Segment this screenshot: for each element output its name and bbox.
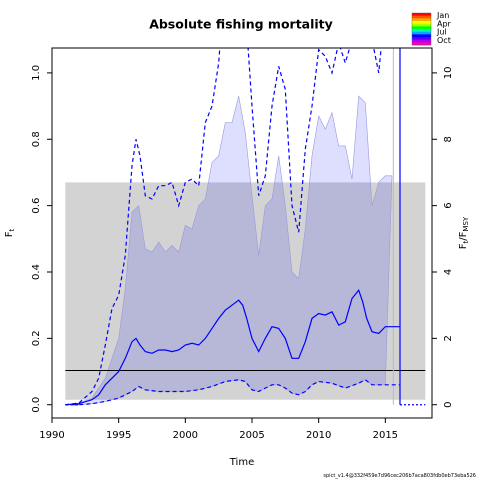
y-axis: 0.0 0.2 0.4 0.6 0.8 1.0 xyxy=(31,65,52,413)
y2-tick-label: 6 xyxy=(443,202,454,208)
y2-axis-label-main: F xyxy=(458,243,469,249)
y2-axis-label-sub2: MSY xyxy=(462,216,470,231)
median-line xyxy=(65,288,400,406)
legend-color-swatch xyxy=(412,23,431,27)
y-tick-label: 0.8 xyxy=(31,131,42,147)
legend-month-label: Oct xyxy=(437,36,451,45)
legend-color-swatch xyxy=(412,15,431,19)
plot-area xyxy=(65,48,426,406)
y2-tick-label: 8 xyxy=(443,136,454,142)
svg-text:Ft: Ft xyxy=(4,228,16,237)
y2-tick-label: 0 xyxy=(443,402,454,408)
y-tick-label: 0.4 xyxy=(31,264,42,280)
legend-color-swatch xyxy=(412,39,431,43)
lower-ci-line xyxy=(65,379,400,406)
fmsy-ci-band xyxy=(65,182,426,400)
y2-axis-label-sub: t xyxy=(462,240,470,243)
y-axis-label-sub: t xyxy=(8,228,16,231)
plot-frame xyxy=(51,47,433,419)
y-tick-label: 0.0 xyxy=(31,397,42,413)
x-tick-label: 2005 xyxy=(239,430,264,441)
legend-month-label: Jul xyxy=(436,28,447,37)
legend-color-swatch xyxy=(412,42,431,46)
legend-month-label: Jan xyxy=(436,11,449,20)
legend-color-swatch xyxy=(412,34,431,38)
x-axis-label: Time xyxy=(229,457,254,468)
version-footer: spict_v1.4@332f459e7d96cec206b7aca803fdb… xyxy=(323,473,476,479)
x-tick-label: 2000 xyxy=(173,430,198,441)
upper-ci-line xyxy=(65,48,382,406)
y2-tick-label: 10 xyxy=(443,67,454,80)
x-tick-label: 2015 xyxy=(373,430,398,441)
legend-color-swatch xyxy=(412,37,431,40)
legend-color-swatch xyxy=(412,31,431,35)
x-tick-label: 1990 xyxy=(39,430,64,441)
y-tick-label: 1.0 xyxy=(31,65,42,81)
y-tick-label: 0.6 xyxy=(31,198,42,214)
y-axis-label-main: F xyxy=(4,231,15,237)
y2-axis-label-slash: /F xyxy=(458,231,469,240)
legend-color-swatch xyxy=(412,29,431,32)
x-tick-label: 1995 xyxy=(106,430,131,441)
legend-color-swatch xyxy=(412,13,431,16)
legend-month-label: Apr xyxy=(437,19,452,28)
y2-axis: 0 2 4 6 8 10 xyxy=(432,67,454,408)
x-tick-label: 2010 xyxy=(306,430,331,441)
legend-color-swatch xyxy=(412,26,431,30)
legend-color-swatch xyxy=(412,21,431,24)
legend-frame xyxy=(411,12,432,46)
x-axis: 1990 1995 2000 2005 2010 2015 xyxy=(39,418,398,441)
y-axis-label: Ft xyxy=(4,228,16,237)
y2-axis-label: Ft/FMSY xyxy=(458,216,470,249)
chart-title: Absolute fishing mortality xyxy=(149,17,333,32)
y2-tick-label: 4 xyxy=(443,269,454,275)
y-tick-label: 0.2 xyxy=(31,330,42,346)
legend-color-swatch xyxy=(412,18,431,22)
y2-tick-label: 2 xyxy=(443,335,454,341)
svg-text:Ft/FMSY: Ft/FMSY xyxy=(458,216,470,249)
